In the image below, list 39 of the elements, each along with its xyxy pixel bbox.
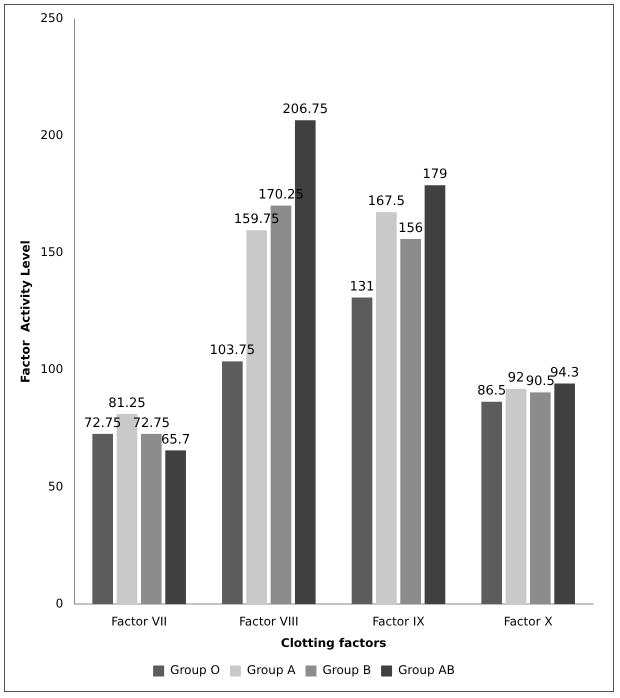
x-tick-label: Factor VIII: [239, 614, 299, 629]
bar: [554, 383, 575, 604]
data-label: 103.75: [210, 343, 256, 358]
data-label: 167.5: [368, 194, 405, 209]
y-tick-label: 0: [56, 596, 64, 610]
data-label: 131: [350, 279, 374, 294]
data-label: 86.5: [477, 384, 506, 399]
y-axis-title: Factor Activity Level: [18, 240, 32, 383]
data-label: 81.25: [108, 396, 146, 411]
x-tick-label: Factor VII: [111, 614, 168, 629]
y-tick-label: 200: [40, 128, 64, 142]
data-label: 156: [398, 220, 424, 236]
bar: [222, 361, 243, 604]
data-label: 72.75: [84, 416, 122, 431]
bar: [424, 185, 446, 604]
bar: [481, 402, 502, 604]
data-label: 65.7: [161, 432, 190, 448]
legend-label: Group O: [170, 663, 220, 678]
y-tick-label: 50: [48, 479, 64, 494]
y-tick-label: 100: [40, 362, 64, 376]
data-label: 90.5: [526, 374, 555, 390]
x-tick-label: Factor IX: [372, 614, 425, 629]
bar: [352, 298, 372, 604]
data-label: 206.75: [282, 102, 328, 118]
legend-label: Group AB: [398, 663, 455, 678]
x-axis-title: Clotting factors: [280, 636, 386, 650]
data-label: 72.75: [132, 416, 170, 431]
data-label: 159.75: [234, 212, 280, 228]
data-label: 92: [508, 370, 524, 386]
y-tick-label: 250: [40, 11, 64, 26]
y-tick-label: 150: [40, 245, 64, 260]
data-label: 179: [422, 167, 448, 182]
bar: [92, 434, 114, 604]
legend-label: Group B: [322, 663, 372, 678]
x-tick-label: Factor X: [504, 614, 553, 629]
bar: [376, 212, 397, 604]
legend-label: Group A: [246, 663, 296, 678]
bar: [506, 388, 526, 604]
bar: [165, 450, 186, 604]
